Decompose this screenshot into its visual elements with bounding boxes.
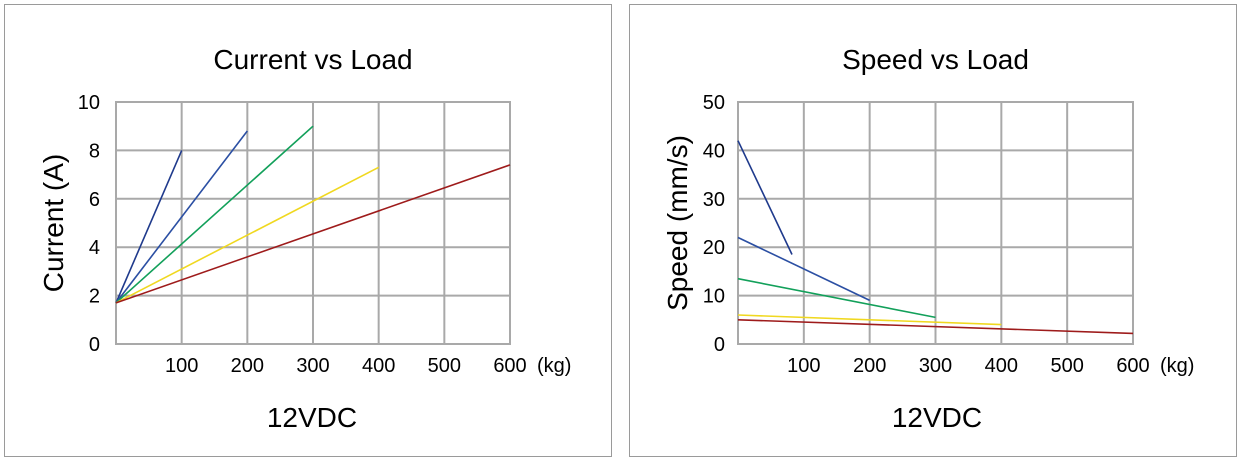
speed-vs-load-panel: Speed vs Load 0 10 20 30 40 50 100 200 300 400 500 6… bbox=[629, 4, 1237, 457]
speed-vs-load-chart: Speed vs Load 0 10 20 30 40 50 100 200 300 400 500 6… bbox=[662, 44, 1194, 433]
x-tick-label: 200 bbox=[853, 355, 886, 377]
chart-title: Speed vs Load bbox=[842, 44, 1029, 75]
y-axis-label: Current (A) bbox=[38, 154, 69, 292]
x-tick-label: 100 bbox=[165, 355, 198, 377]
x-tick-label: 100 bbox=[787, 355, 820, 377]
x-tick-label: 400 bbox=[985, 355, 1018, 377]
x-unit-label: (kg) bbox=[537, 355, 571, 377]
chart-title: Current vs Load bbox=[213, 44, 412, 75]
series-line-3 bbox=[115, 125, 314, 304]
x-unit-label: (kg) bbox=[1160, 355, 1194, 377]
y-tick-label: 40 bbox=[703, 140, 725, 162]
series-line-2 bbox=[115, 130, 248, 304]
series-line-5 bbox=[737, 319, 1134, 335]
x-tick-label: 600 bbox=[1116, 355, 1149, 377]
series-line-4 bbox=[737, 314, 1002, 326]
series-line-2 bbox=[737, 236, 871, 302]
y-tick-label: 2 bbox=[89, 286, 100, 308]
y-tick-label: 8 bbox=[89, 140, 100, 162]
x-tick-label: 200 bbox=[231, 355, 264, 377]
series-line-1 bbox=[737, 140, 793, 255]
y-tick-label: 10 bbox=[703, 286, 725, 308]
x-tick-label: 500 bbox=[428, 355, 461, 377]
current-vs-load-chart: Current vs Load 0 2 4 6 8 10 100 200 300 400 500 600… bbox=[38, 44, 571, 433]
y-tick-label: 20 bbox=[703, 237, 725, 259]
x-tick-label: 500 bbox=[1050, 355, 1083, 377]
x-axis-label: 12VDC bbox=[267, 402, 357, 433]
x-axis-label: 12VDC bbox=[892, 402, 982, 433]
x-tick-label: 300 bbox=[296, 355, 329, 377]
series-line-3 bbox=[737, 277, 936, 319]
y-tick-label: 30 bbox=[703, 189, 725, 211]
y-tick-label: 0 bbox=[714, 334, 725, 356]
series-line-1 bbox=[115, 150, 183, 304]
current-vs-load-panel: Current vs Load 0 2 4 6 8 10 100 200 300 400 500 600… bbox=[4, 4, 612, 457]
y-tick-label: 0 bbox=[89, 334, 100, 356]
y-tick-label: 50 bbox=[703, 92, 725, 114]
x-tick-label: 600 bbox=[493, 355, 526, 377]
y-tick-label: 4 bbox=[89, 237, 100, 259]
series-line-4 bbox=[115, 166, 380, 304]
y-tick-label: 6 bbox=[89, 189, 100, 211]
y-tick-label: 10 bbox=[78, 92, 100, 114]
y-axis-label: Speed (mm/s) bbox=[662, 135, 693, 311]
series-line-5 bbox=[115, 164, 511, 304]
x-tick-label: 400 bbox=[362, 355, 395, 377]
x-tick-label: 300 bbox=[919, 355, 952, 377]
